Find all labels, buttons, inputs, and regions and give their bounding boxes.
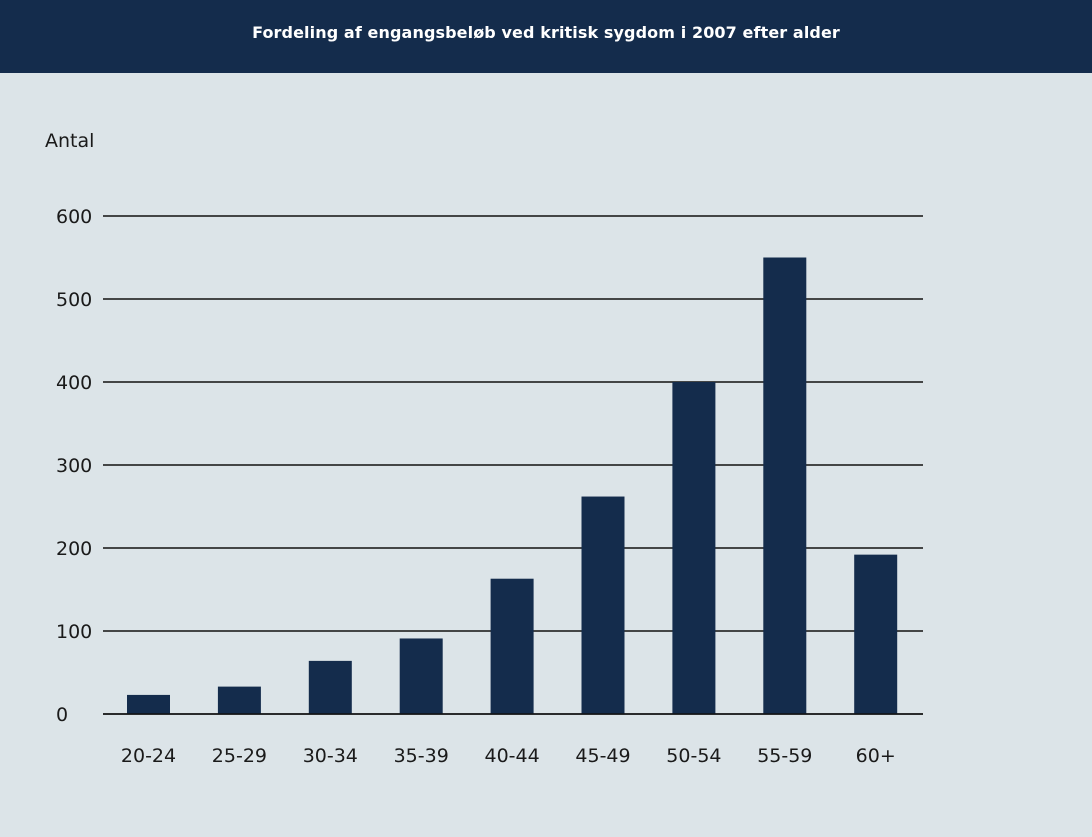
y-axis-label: Antal bbox=[45, 130, 95, 152]
bar-45-49 bbox=[581, 496, 625, 714]
chart-title-bar: Fordeling af engangsbeløb ved kritisk sy… bbox=[0, 0, 1092, 73]
bar-35-39 bbox=[399, 638, 443, 714]
y-tick-label: 400 bbox=[56, 372, 92, 394]
bar-30-34 bbox=[308, 660, 352, 714]
y-tick-label: 300 bbox=[56, 455, 92, 477]
x-tick-label: 25-29 bbox=[212, 745, 267, 767]
bar-55-59 bbox=[763, 257, 807, 714]
bar-20-24 bbox=[127, 694, 170, 714]
bar-60+ bbox=[854, 554, 898, 714]
x-tick-label: 45-49 bbox=[575, 745, 630, 767]
x-tick-label: 60+ bbox=[856, 745, 896, 767]
x-tick-label: 40-44 bbox=[484, 745, 539, 767]
x-tick-label: 35-39 bbox=[394, 745, 449, 767]
y-tick-label: 200 bbox=[56, 538, 92, 560]
bar-50-54 bbox=[672, 382, 716, 714]
x-tick-label: 30-34 bbox=[303, 745, 358, 767]
y-tick-label: 0 bbox=[56, 704, 68, 726]
chart-title: Fordeling af engangsbeløb ved kritisk sy… bbox=[252, 23, 840, 42]
x-tick-label: 20-24 bbox=[121, 745, 176, 767]
y-tick-label: 500 bbox=[56, 289, 92, 311]
x-tick-label: 50-54 bbox=[666, 745, 721, 767]
y-tick-label: 600 bbox=[56, 206, 92, 228]
bar-25-29 bbox=[217, 686, 261, 714]
y-tick-label: 100 bbox=[56, 621, 92, 643]
x-tick-label: 55-59 bbox=[757, 745, 812, 767]
bar-40-44 bbox=[490, 578, 534, 714]
